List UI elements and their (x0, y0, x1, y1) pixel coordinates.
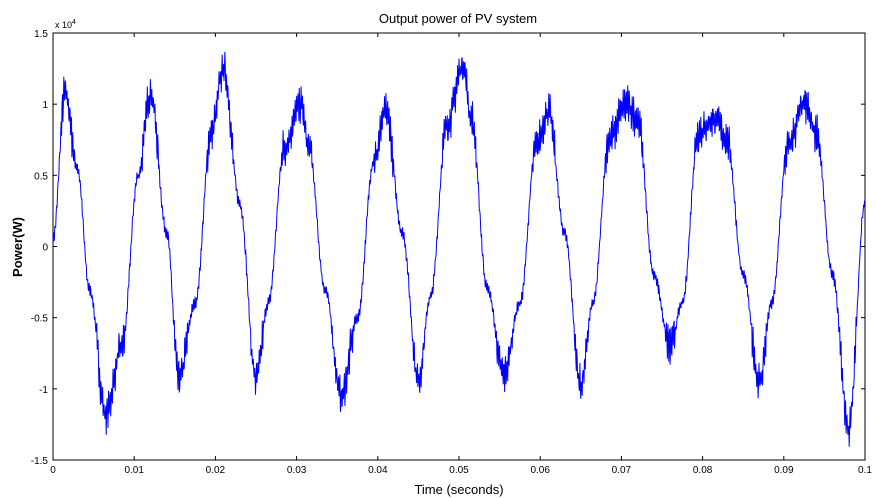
x-tick-label: 0.01 (124, 465, 144, 476)
y-tick-label: 1 (42, 100, 48, 111)
y-multiplier-label: x 104 (55, 19, 76, 30)
y-multiplier-base: x 10 (55, 20, 72, 30)
x-tick-label: 0.05 (449, 465, 469, 476)
y-tick-label: 0 (42, 243, 48, 254)
y-tick-label: 0.5 (34, 171, 48, 182)
x-tick-label: 0.07 (612, 465, 632, 476)
x-tick-label: 0.06 (530, 465, 550, 476)
power-series-line (52, 51, 866, 447)
y-tick-label: 1.5 (34, 29, 48, 40)
y-tick-label: -1 (39, 385, 48, 396)
x-tick-label: 0.02 (206, 465, 226, 476)
x-tick-label: 0 (50, 465, 56, 476)
x-axis-label: Time (seconds) (414, 482, 503, 497)
y-axis-ticks: 1.5 1 0.5 0 -0.5 -1 -1.5 (31, 29, 865, 467)
x-tick-label: 0.09 (774, 465, 794, 476)
y-multiplier-exponent: 4 (72, 19, 76, 26)
chart-title: Output power of PV system (379, 11, 537, 26)
y-tick-label: -0.5 (31, 314, 49, 325)
x-tick-label: 0.04 (368, 465, 388, 476)
x-tick-label: 0.1 (858, 465, 872, 476)
y-axis-label: Power(W) (10, 217, 25, 277)
plot-area-frame (52, 32, 866, 461)
x-axis-ticks: 0 0.01 0.02 0.03 0.04 0.05 0.06 0.07 0.08 0.09 0.1 (50, 33, 872, 476)
x-tick-label: 0.03 (287, 465, 307, 476)
y-tick-label: -1.5 (31, 456, 49, 467)
x-tick-label: 0.08 (693, 465, 713, 476)
